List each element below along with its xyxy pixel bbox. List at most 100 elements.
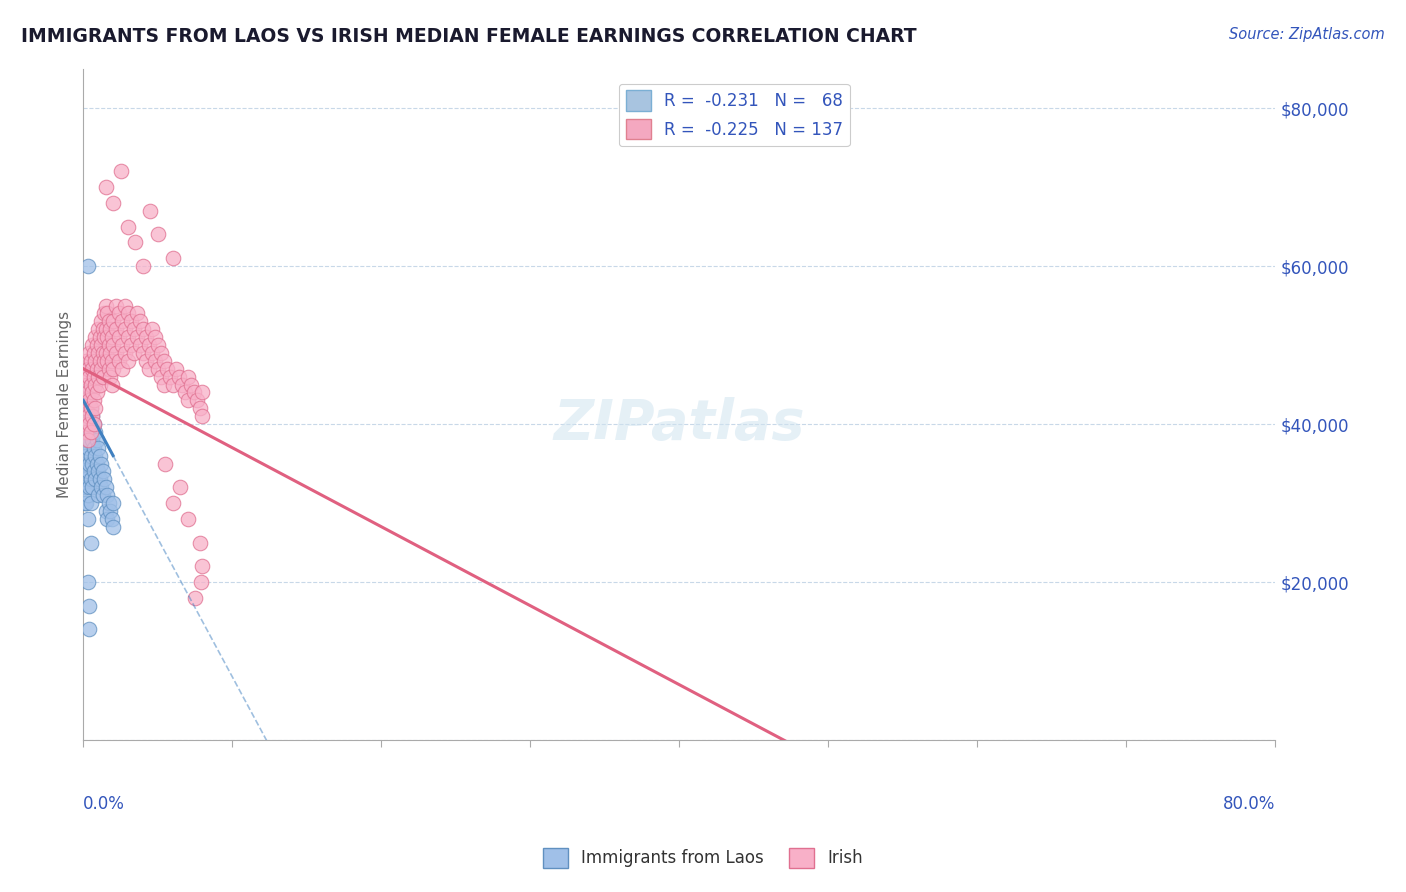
Point <box>93 472 115 486</box>
Point <box>82 457 104 471</box>
Point <box>75 457 97 471</box>
Point <box>82 385 104 400</box>
Point <box>83 417 105 431</box>
Point <box>90 457 112 471</box>
Point <box>76 441 98 455</box>
Text: IMMIGRANTS FROM LAOS VS IRISH MEDIAN FEMALE EARNINGS CORRELATION CHART: IMMIGRANTS FROM LAOS VS IRISH MEDIAN FEM… <box>21 27 917 45</box>
Point <box>120 338 142 352</box>
Point <box>80 535 103 549</box>
Point <box>101 338 124 352</box>
Point <box>146 227 169 242</box>
Point <box>98 322 121 336</box>
Point <box>77 417 100 431</box>
Point <box>176 393 198 408</box>
Point <box>169 480 191 494</box>
Point <box>101 519 124 533</box>
Point <box>111 314 134 328</box>
Point <box>124 235 146 250</box>
Point <box>76 417 98 431</box>
Point <box>73 369 96 384</box>
Point <box>97 361 120 376</box>
Point <box>96 306 118 320</box>
Legend: Immigrants from Laos, Irish: Immigrants from Laos, Irish <box>536 841 870 875</box>
Point <box>149 346 172 360</box>
Point <box>76 385 98 400</box>
Point <box>75 433 97 447</box>
Point <box>105 322 128 336</box>
Point <box>89 353 111 368</box>
Point <box>89 330 111 344</box>
Point <box>76 409 98 423</box>
Point <box>101 195 124 210</box>
Point <box>75 377 97 392</box>
Point <box>82 409 104 423</box>
Point <box>77 457 100 471</box>
Point <box>84 377 107 392</box>
Point <box>191 409 214 423</box>
Point <box>129 314 152 328</box>
Point <box>101 361 124 376</box>
Point <box>96 353 118 368</box>
Text: 0.0%: 0.0% <box>83 796 125 814</box>
Point <box>132 322 155 336</box>
Point <box>94 180 117 194</box>
Point <box>114 346 136 360</box>
Point <box>80 377 103 392</box>
Point <box>73 417 96 431</box>
Point <box>94 322 117 336</box>
Point <box>191 559 214 574</box>
Point <box>190 574 212 589</box>
Point <box>87 322 110 336</box>
Point <box>82 433 104 447</box>
Point <box>75 425 97 439</box>
Point <box>162 251 184 265</box>
Point <box>108 330 131 344</box>
Point <box>84 330 107 344</box>
Point <box>76 464 98 478</box>
Point <box>89 377 111 392</box>
Point <box>91 488 114 502</box>
Point <box>135 330 157 344</box>
Point <box>139 203 162 218</box>
Point <box>122 346 145 360</box>
Point <box>76 433 98 447</box>
Point <box>152 353 174 368</box>
Point <box>110 164 132 178</box>
Point <box>96 512 118 526</box>
Point <box>138 361 160 376</box>
Point <box>73 393 96 408</box>
Point <box>84 353 107 368</box>
Point <box>96 330 118 344</box>
Point <box>180 377 202 392</box>
Point <box>77 393 100 408</box>
Y-axis label: Median Female Earnings: Median Female Earnings <box>58 310 72 498</box>
Point <box>125 330 148 344</box>
Point <box>86 361 108 376</box>
Point <box>76 488 98 502</box>
Point <box>80 353 103 368</box>
Point <box>80 401 103 416</box>
Point <box>108 353 131 368</box>
Point <box>83 417 105 431</box>
Point <box>98 369 121 384</box>
Point <box>80 425 103 439</box>
Point <box>87 488 110 502</box>
Point <box>165 361 187 376</box>
Point <box>94 504 117 518</box>
Point <box>73 480 96 494</box>
Point <box>143 353 166 368</box>
Point <box>138 338 160 352</box>
Point <box>188 535 211 549</box>
Point <box>149 369 172 384</box>
Point <box>176 369 198 384</box>
Point <box>86 385 108 400</box>
Point <box>132 259 155 273</box>
Point <box>143 330 166 344</box>
Point <box>75 401 97 416</box>
Point <box>186 393 208 408</box>
Text: 80.0%: 80.0% <box>1223 796 1275 814</box>
Point <box>83 369 105 384</box>
Point <box>100 377 122 392</box>
Point <box>77 361 100 376</box>
Point <box>135 353 157 368</box>
